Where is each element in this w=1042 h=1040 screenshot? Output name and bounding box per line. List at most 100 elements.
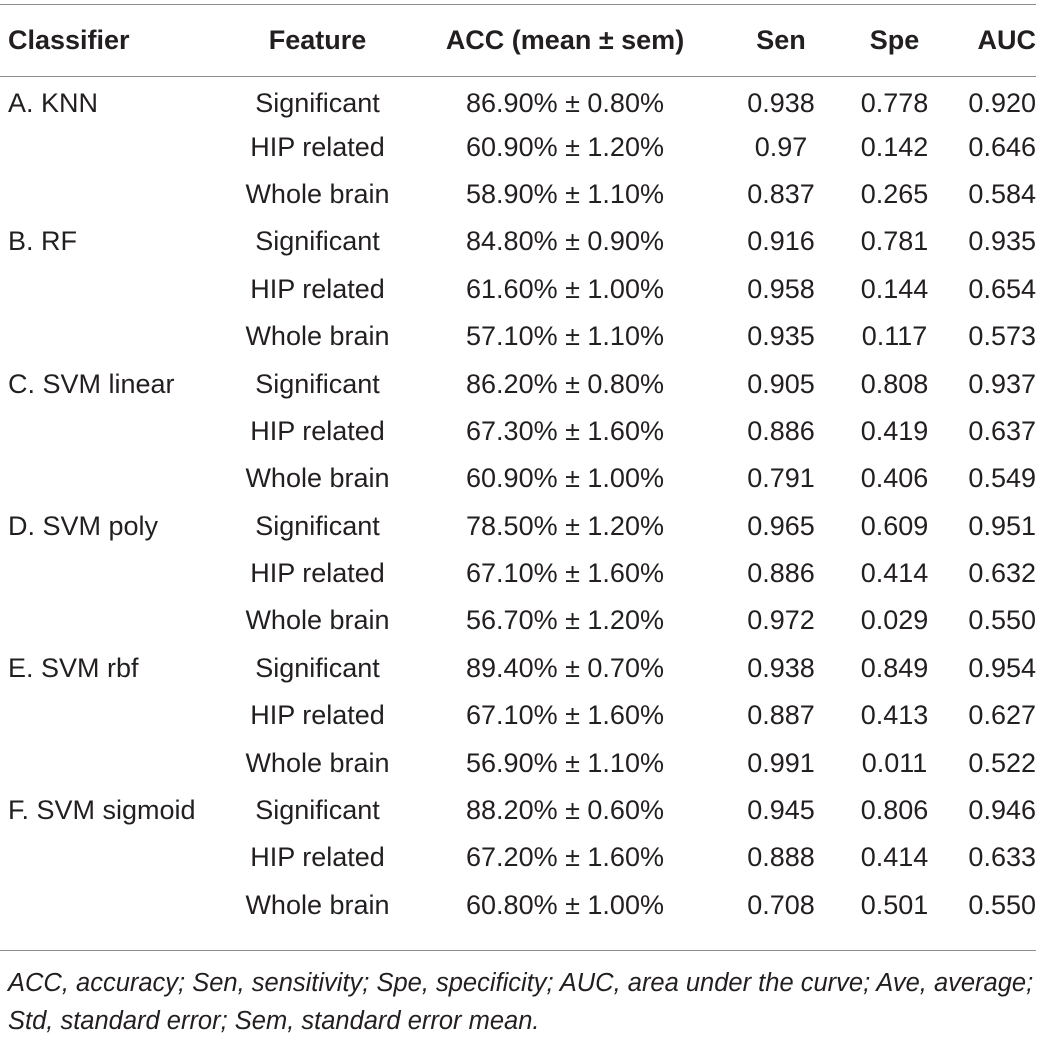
cell-classifier: E. SVM rbf <box>8 652 139 683</box>
cell-sen: 0.938 <box>747 88 815 119</box>
table-row: Whole brain 56.90% ± 1.10% 0.991 0.011 0.522 <box>0 739 1036 786</box>
cell-acc: 60.90% ± 1.20% <box>466 131 664 162</box>
table-row: HIP related 67.20% ± 1.60% 0.888 0.414 0.633 <box>0 834 1036 881</box>
cell-feature: HIP related <box>250 131 385 162</box>
table-body: A. KNN Significant 86.90% ± 0.80% 0.938 0.77… <box>0 76 1036 929</box>
cell-spe: 0.265 <box>860 178 929 209</box>
cell-feature: Whole brain <box>245 889 390 920</box>
table-row: Whole brain 56.70% ± 1.20% 0.972 0.029 0.550 <box>0 597 1036 644</box>
cell-auc: 0.627 <box>968 700 1036 731</box>
cell-classifier: F. SVM sigmoid <box>8 795 196 826</box>
table-row: Whole brain 60.80% ± 1.00% 0.708 0.501 0.550 <box>0 882 1036 929</box>
table-header-row: Classifier Feature ACC (mean ± sem) Sen … <box>0 5 1036 76</box>
cell-classifier <box>0 455 230 502</box>
cell-auc: 0.584 <box>968 178 1036 209</box>
header-sen: Sen <box>756 25 806 55</box>
cell-acc: 67.10% ± 1.60% <box>466 700 664 731</box>
cell-sen: 0.965 <box>747 510 815 541</box>
table-row: E. SVM rbf Significant 89.40% ± 0.70% 0.938… <box>0 645 1036 692</box>
cell-auc: 0.954 <box>968 652 1036 683</box>
table-row: HIP related 67.10% ± 1.60% 0.887 0.413 0.627 <box>0 692 1036 739</box>
table-row: C. SVM linear Significant 86.20% ± 0.80% 0.… <box>0 360 1036 407</box>
cell-sen: 0.905 <box>747 368 815 399</box>
cell-auc: 0.550 <box>968 889 1036 920</box>
cell-sen: 0.945 <box>747 795 815 826</box>
cell-feature: HIP related <box>250 700 385 731</box>
cell-acc: 84.80% ± 0.90% <box>466 226 664 257</box>
cell-acc: 57.10% ± 1.10% <box>466 321 664 352</box>
cell-sen: 0.97 <box>754 131 808 162</box>
table-footnote: ACC, accuracy; Sen, sensitivity; Spe, sp… <box>8 969 1034 1035</box>
cell-feature: Significant <box>255 652 380 683</box>
cell-auc: 0.633 <box>968 842 1036 873</box>
cell-acc: 56.70% ± 1.20% <box>466 605 664 636</box>
cell-feature: Significant <box>255 795 380 826</box>
cell-acc: 86.20% ± 0.80% <box>466 368 664 399</box>
cell-classifier <box>0 123 230 170</box>
cell-spe: 0.029 <box>860 605 929 636</box>
cell-auc: 0.951 <box>968 510 1036 541</box>
table-header: Classifier Feature ACC (mean ± sem) Sen … <box>0 5 1036 76</box>
table-row: Whole brain 58.90% ± 1.10% 0.837 0.265 0.584 <box>0 171 1036 218</box>
cell-classifier: A. KNN <box>8 88 99 119</box>
cell-spe: 0.414 <box>860 842 929 873</box>
cell-spe: 0.011 <box>861 747 928 778</box>
cell-auc: 0.946 <box>968 795 1036 826</box>
cell-sen: 0.886 <box>747 558 815 589</box>
cell-spe: 0.849 <box>860 652 929 683</box>
cell-sen: 0.708 <box>747 889 815 920</box>
cell-spe: 0.413 <box>860 700 929 731</box>
cell-spe: 0.142 <box>860 131 929 162</box>
cell-feature: Significant <box>255 510 380 541</box>
table-row: Whole brain 57.10% ± 1.10% 0.935 0.117 0.573 <box>0 313 1036 360</box>
cell-auc: 0.935 <box>968 226 1036 257</box>
cell-feature: HIP related <box>250 415 385 446</box>
cell-spe: 0.406 <box>860 463 929 494</box>
cell-auc: 0.937 <box>968 368 1036 399</box>
cell-auc: 0.920 <box>968 88 1036 119</box>
cell-spe: 0.609 <box>860 510 929 541</box>
table-row: Whole brain 60.90% ± 1.00% 0.791 0.406 0.549 <box>0 455 1036 502</box>
table-row: B. RF Significant 84.80% ± 0.90% 0.916 0.781… <box>0 218 1036 265</box>
cell-classifier <box>0 550 230 597</box>
cell-feature: HIP related <box>250 273 385 304</box>
cell-sen: 0.888 <box>747 842 815 873</box>
cell-acc: 61.60% ± 1.00% <box>466 273 664 304</box>
cell-sen: 0.916 <box>747 226 815 257</box>
cell-acc: 67.10% ± 1.60% <box>466 558 664 589</box>
header-feature: Feature <box>268 25 367 55</box>
cell-acc: 88.20% ± 0.60% <box>466 795 664 826</box>
cell-acc: 58.90% ± 1.10% <box>466 178 664 209</box>
header-auc: AUC <box>977 25 1037 55</box>
cell-feature: Whole brain <box>245 178 390 209</box>
cell-auc: 0.632 <box>968 558 1036 589</box>
cell-feature: Whole brain <box>245 463 390 494</box>
table-row: F. SVM sigmoid Significant 88.20% ± 0.60% 0… <box>0 787 1036 834</box>
cell-sen: 0.991 <box>747 747 815 778</box>
table-row: A. KNN Significant 86.90% ± 0.80% 0.938 0.77… <box>0 76 1036 123</box>
cell-acc: 56.90% ± 1.10% <box>466 747 664 778</box>
cell-spe: 0.808 <box>860 368 929 399</box>
cell-auc: 0.573 <box>968 321 1036 352</box>
cell-classifier <box>0 692 230 739</box>
table-row: D. SVM poly Significant 78.50% ± 1.20% 0.96… <box>0 503 1036 550</box>
cell-classifier: D. SVM poly <box>8 510 159 541</box>
table-header-rule <box>0 76 1036 77</box>
cell-sen: 0.935 <box>747 321 815 352</box>
cell-acc: 67.30% ± 1.60% <box>466 415 664 446</box>
table-row: HIP related 67.10% ± 1.60% 0.886 0.414 0.632 <box>0 550 1036 597</box>
cell-classifier: B. RF <box>8 226 78 257</box>
cell-spe: 0.806 <box>860 795 929 826</box>
table-row: HIP related 60.90% ± 1.20% 0.97 0.142 0.646 <box>0 123 1036 170</box>
cell-feature: HIP related <box>250 558 385 589</box>
cell-classifier <box>0 171 230 218</box>
cell-feature: HIP related <box>250 842 385 873</box>
cell-sen: 0.938 <box>747 652 815 683</box>
cell-acc: 86.90% ± 0.80% <box>466 88 664 119</box>
cell-auc: 0.637 <box>968 415 1036 446</box>
cell-sen: 0.958 <box>747 273 815 304</box>
table-row: HIP related 61.60% ± 1.00% 0.958 0.144 0.654 <box>0 266 1036 313</box>
cell-acc: 60.90% ± 1.00% <box>466 463 664 494</box>
cell-acc: 60.80% ± 1.00% <box>466 889 664 920</box>
table-bottom-rule <box>0 950 1036 951</box>
